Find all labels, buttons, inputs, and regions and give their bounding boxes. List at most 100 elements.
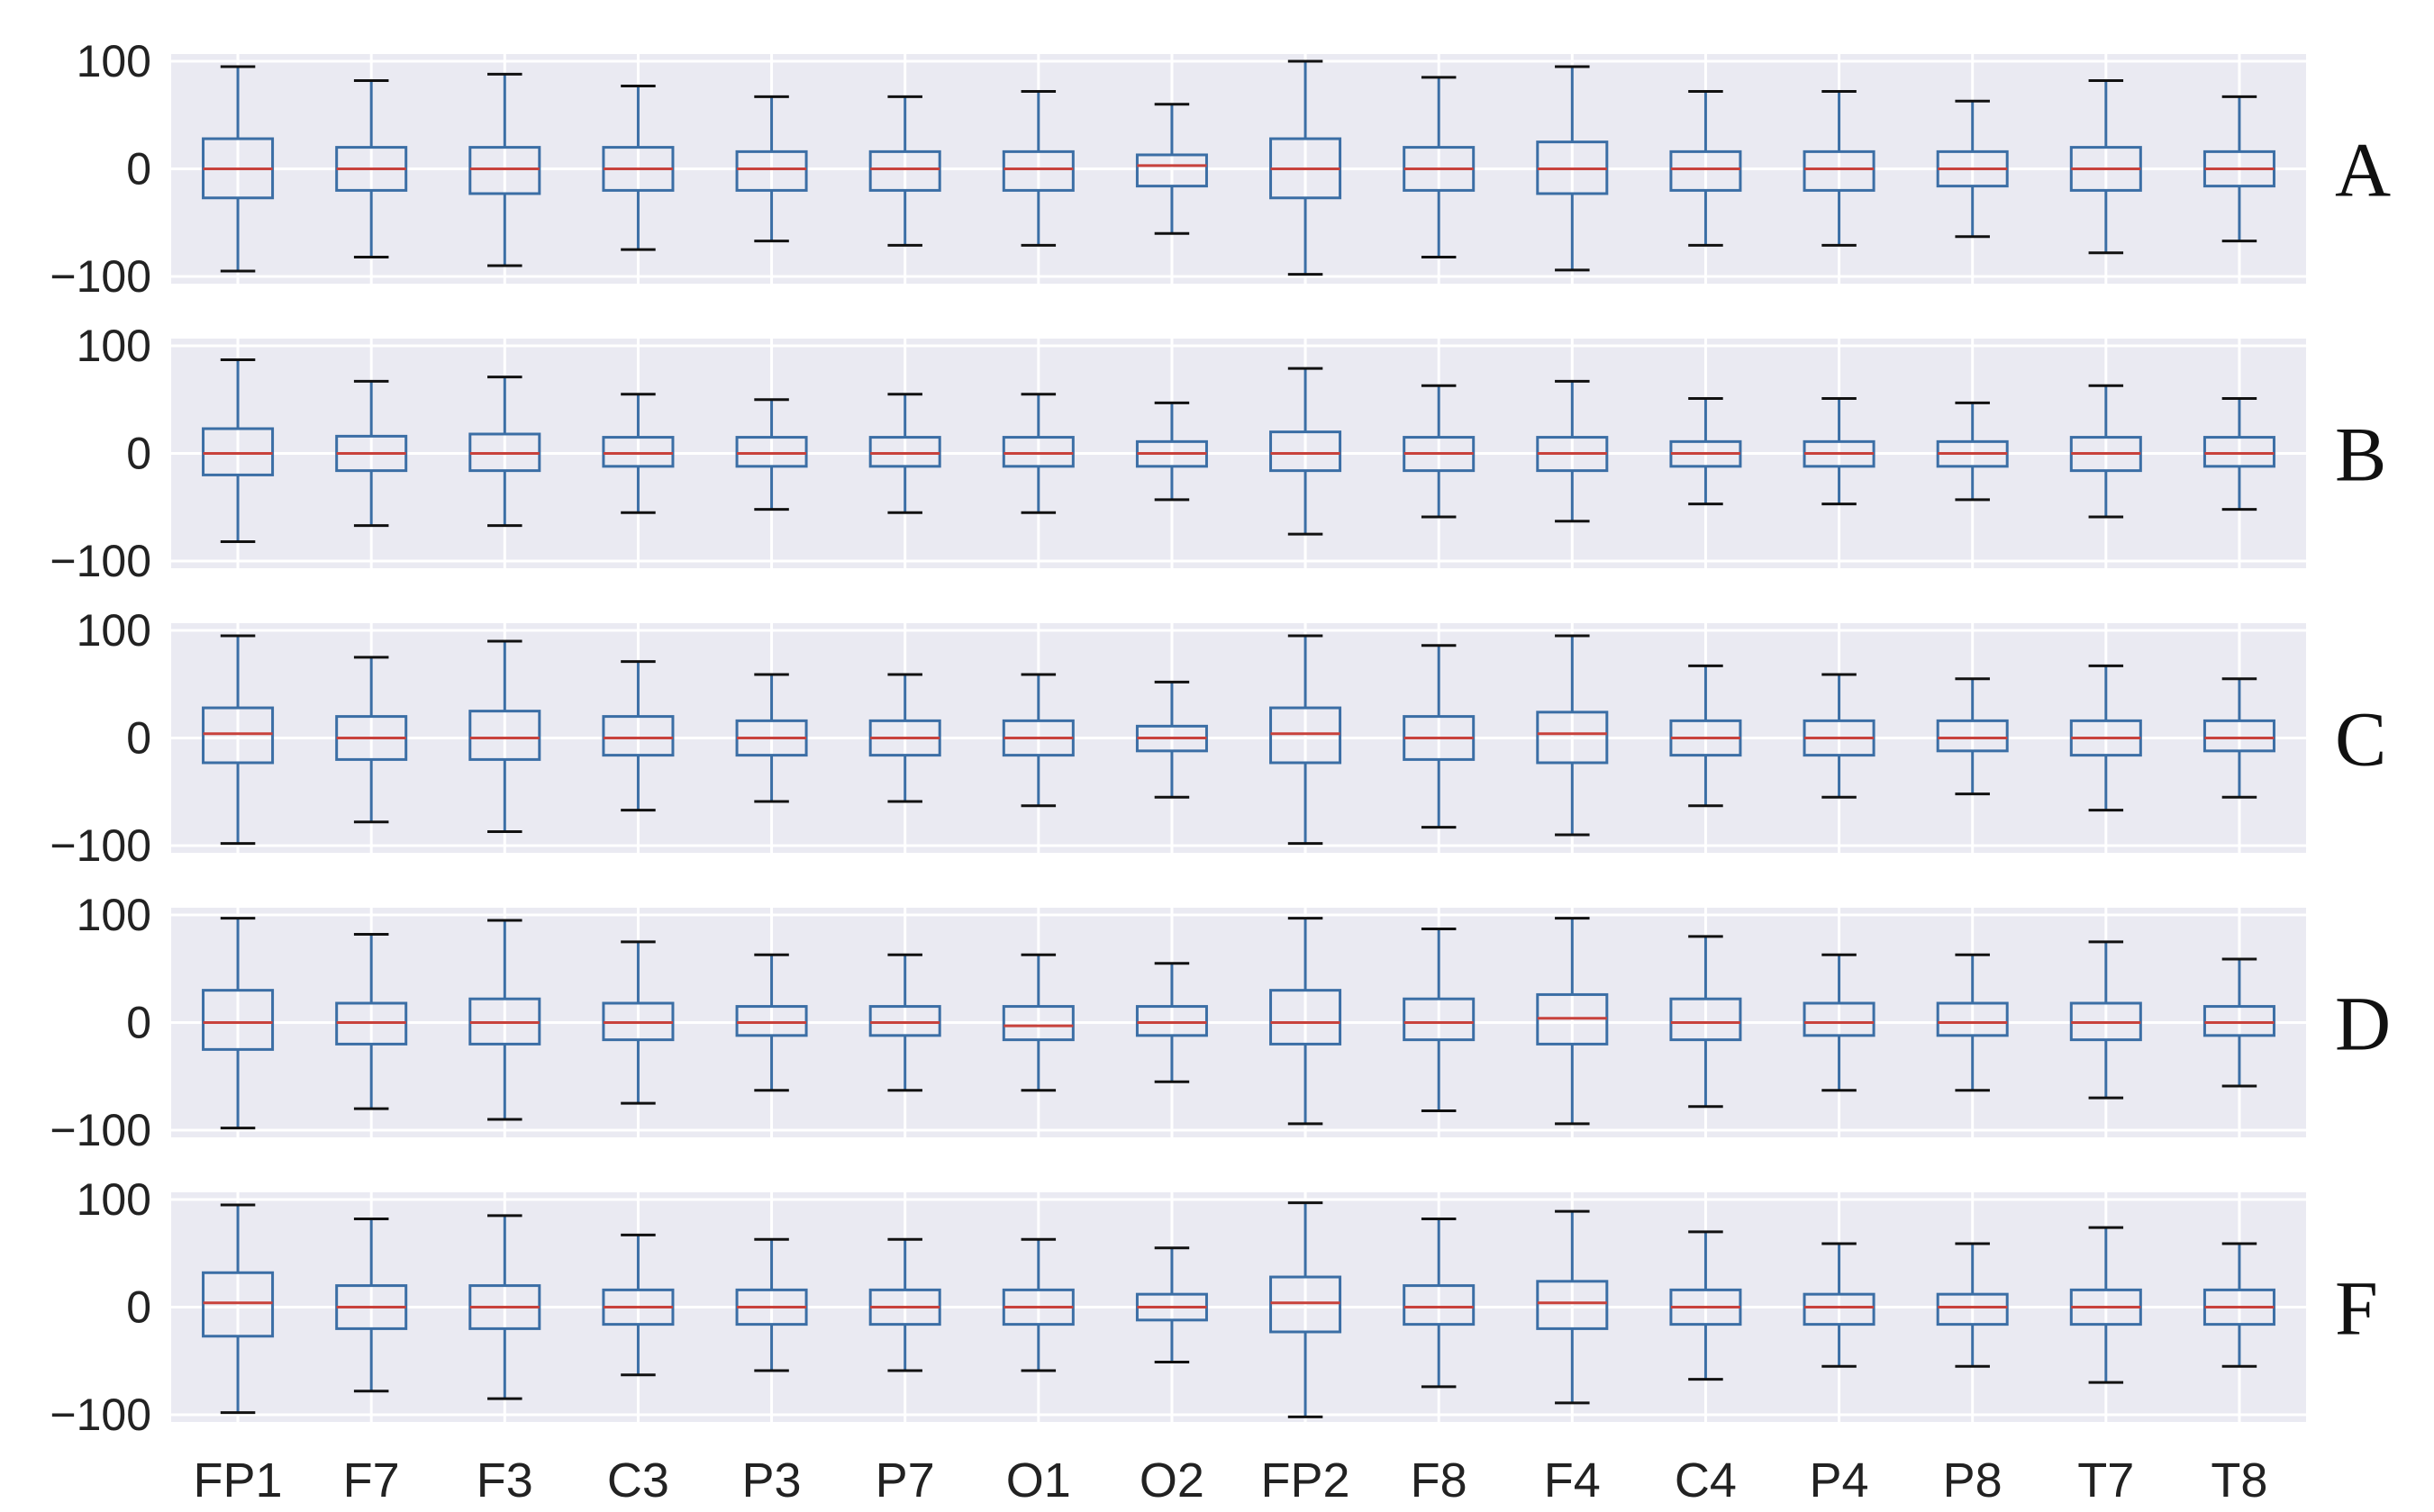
iqr-box <box>202 989 275 1051</box>
iqr-box <box>1669 997 1742 1042</box>
box-FP1 <box>202 1203 275 1415</box>
iqr-box <box>202 427 275 476</box>
box-T7 <box>2069 1226 2142 1384</box>
iqr-box <box>1135 1005 1208 1037</box>
box-F4 <box>1536 1209 1609 1405</box>
panel-B: 100 0 −100 B <box>50 321 2386 586</box>
box-F3 <box>468 1214 541 1400</box>
iqr-box <box>468 710 541 761</box>
panel-C: 100 0 −100 C <box>50 605 2386 871</box>
box-O1 <box>1002 1237 1075 1372</box>
box-O1 <box>1002 393 1075 514</box>
box-T8 <box>2202 397 2275 512</box>
iqr-box <box>1002 1005 1075 1042</box>
box-T7 <box>2069 664 2142 812</box>
y-tick-label: 0 <box>126 429 151 479</box>
box-O1 <box>1002 953 1075 1092</box>
box-F4 <box>1536 65 1609 272</box>
x-tick-label: T8 <box>2211 1453 2267 1507</box>
box-C4 <box>1669 935 1742 1109</box>
box-C3 <box>602 1233 675 1377</box>
x-tick-label: P3 <box>742 1453 802 1507</box>
box-O1 <box>1002 89 1075 247</box>
iqr-box <box>868 149 941 192</box>
y-tick-label: 0 <box>126 998 151 1048</box>
y-tick-label: −100 <box>50 251 151 302</box>
iqr-box <box>1403 997 1476 1042</box>
box-C4 <box>1669 397 1742 506</box>
box-O1 <box>1002 673 1075 808</box>
box-F7 <box>335 656 408 824</box>
box-P7 <box>868 1237 941 1372</box>
box-P7 <box>868 393 941 514</box>
box-C4 <box>1669 89 1742 247</box>
box-P8 <box>1936 953 2009 1092</box>
box-T8 <box>2202 677 2275 799</box>
box-P8 <box>1936 677 2009 796</box>
box-P4 <box>1803 397 1875 506</box>
iqr-box <box>202 706 275 765</box>
x-tick-label: FP1 <box>194 1453 283 1507</box>
box-FP1 <box>202 634 275 846</box>
box-F8 <box>1403 644 1476 829</box>
iqr-box <box>868 1005 941 1037</box>
box-T7 <box>2069 940 2142 1100</box>
y-tick-label: −100 <box>50 1390 151 1440</box>
y-tick-label: 100 <box>77 1174 151 1225</box>
iqr-box <box>1269 989 1342 1046</box>
iqr-box <box>1536 711 1609 765</box>
panel-A: 100 0 −100 A <box>50 36 2391 302</box>
box-P4 <box>1803 953 1875 1092</box>
box-P4 <box>1803 89 1875 247</box>
iqr-box <box>1536 1280 1609 1330</box>
x-tick-label: F4 <box>1544 1453 1601 1507</box>
box-F8 <box>1403 928 1476 1112</box>
box-C4 <box>1669 664 1742 808</box>
iqr-box <box>1135 153 1208 188</box>
box-T7 <box>2069 79 2142 255</box>
box-P7 <box>868 673 941 803</box>
iqr-box <box>602 436 675 468</box>
iqr-box <box>1002 149 1075 192</box>
iqr-box <box>2202 436 2275 468</box>
panel-label: D <box>2335 981 2391 1067</box>
y-tick-label: 0 <box>126 144 151 195</box>
box-F3 <box>468 639 541 833</box>
box-F3 <box>468 919 541 1121</box>
iqr-box <box>1936 719 2009 753</box>
x-tick-label: P8 <box>1943 1453 2003 1507</box>
box-FP2 <box>1269 1201 1342 1418</box>
box-F4 <box>1536 634 1609 837</box>
box-F7 <box>335 79 408 258</box>
box-T7 <box>2069 384 2142 519</box>
box-O2 <box>1135 401 1208 502</box>
iqr-box <box>1803 1001 1875 1037</box>
panel-label: A <box>2335 127 2391 213</box>
iqr-box <box>1269 706 1342 765</box>
box-P3 <box>735 673 808 803</box>
box-P4 <box>1803 673 1875 799</box>
box-F7 <box>335 379 408 528</box>
panel-F: 100 0 −100 F <box>50 1174 2377 1440</box>
y-tick-label: 100 <box>77 890 151 940</box>
x-tick-label: O2 <box>1140 1453 1204 1507</box>
iqr-box <box>2202 1005 2275 1037</box>
box-O2 <box>1135 680 1208 799</box>
box-O2 <box>1135 1246 1208 1363</box>
box-F4 <box>1536 379 1609 523</box>
box-F4 <box>1536 917 1609 1126</box>
iqr-box <box>735 436 808 468</box>
iqr-box <box>1803 149 1875 192</box>
y-tick-label: −100 <box>50 1105 151 1155</box>
box-F3 <box>468 72 541 267</box>
box-FP1 <box>202 65 275 273</box>
box-F8 <box>1403 1218 1476 1389</box>
y-tick-label: −100 <box>50 536 151 586</box>
iqr-box <box>1403 1284 1476 1326</box>
box-F8 <box>1403 384 1476 519</box>
box-C3 <box>602 940 675 1105</box>
x-tick-label: P4 <box>1810 1453 1869 1507</box>
box-F7 <box>335 933 408 1110</box>
iqr-box <box>468 146 541 195</box>
x-tick-label: C3 <box>607 1453 669 1507</box>
